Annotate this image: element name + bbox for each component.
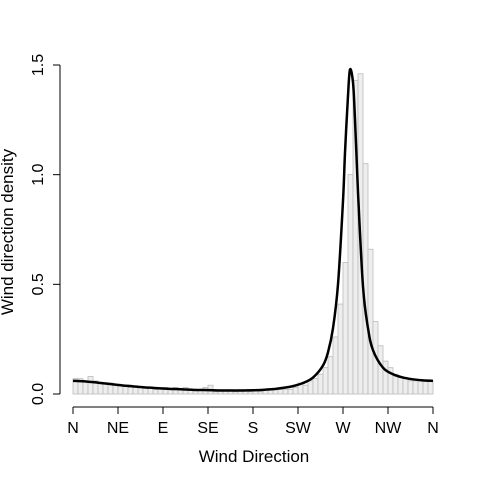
x-tick-label: SW	[285, 420, 312, 437]
histogram-bar	[257, 391, 264, 395]
x-axis-title: Wind Direction	[199, 447, 310, 466]
histogram-bar	[332, 336, 339, 395]
histogram-bar	[232, 391, 239, 395]
histogram-bar	[307, 380, 314, 395]
histogram-bar	[377, 345, 384, 395]
histogram-bar	[282, 389, 289, 395]
histogram-bar	[382, 360, 389, 395]
histogram-bar	[302, 384, 309, 395]
y-axis-title: Wind direction density	[0, 148, 17, 315]
histogram-bar	[427, 380, 434, 395]
histogram-bar	[342, 261, 349, 395]
x-tick-label: E	[158, 420, 169, 437]
x-tick-label: S	[248, 420, 259, 437]
histogram-bar	[212, 391, 219, 395]
histogram-bar	[137, 387, 144, 395]
y-tick-label: 1.5	[30, 54, 47, 76]
x-tick-label: SE	[197, 420, 218, 437]
histogram-bar	[402, 378, 409, 395]
histogram-bar	[247, 391, 254, 395]
histogram-bar	[97, 382, 104, 395]
histogram-bar	[347, 174, 354, 395]
y-tick-label: 0.0	[30, 383, 47, 405]
histogram-bars	[72, 73, 434, 395]
y-axis: 0.0 0.5 1.0 1.5	[30, 54, 61, 405]
density-curve-layer	[72, 67, 434, 392]
histogram-bar	[397, 376, 404, 395]
histogram-bar	[87, 376, 94, 395]
x-tick-label: N	[67, 420, 79, 437]
histogram-bar	[322, 367, 329, 395]
histogram-bar	[277, 389, 284, 395]
histogram-bar	[127, 387, 134, 395]
histogram-bar	[152, 389, 159, 395]
histogram-bar	[337, 303, 344, 395]
histogram-bar	[167, 389, 174, 395]
histogram-bar	[312, 378, 319, 395]
histogram-bar	[287, 389, 294, 395]
histogram-bar	[362, 163, 369, 395]
x-tick-label: N	[427, 420, 439, 437]
x-tick-label: W	[335, 420, 351, 437]
x-axis: N NE E SE S SW W NW N	[67, 406, 439, 437]
histogram-bar	[422, 380, 429, 395]
y-tick-label: 0.5	[30, 273, 47, 295]
histogram-bar	[417, 380, 424, 395]
histogram-bar	[327, 356, 334, 395]
y-tick-label: 1.0	[30, 163, 47, 185]
histogram-bar	[407, 380, 414, 395]
histogram-bar	[367, 248, 374, 395]
histogram-bar	[112, 384, 119, 395]
histogram-bar	[132, 387, 139, 395]
x-tick-label: NE	[107, 420, 129, 437]
histogram-bar	[412, 380, 419, 395]
histogram-bar	[317, 373, 324, 395]
density-curve	[72, 67, 434, 392]
histogram-bar	[292, 387, 299, 395]
x-tick-label: NW	[375, 420, 403, 437]
